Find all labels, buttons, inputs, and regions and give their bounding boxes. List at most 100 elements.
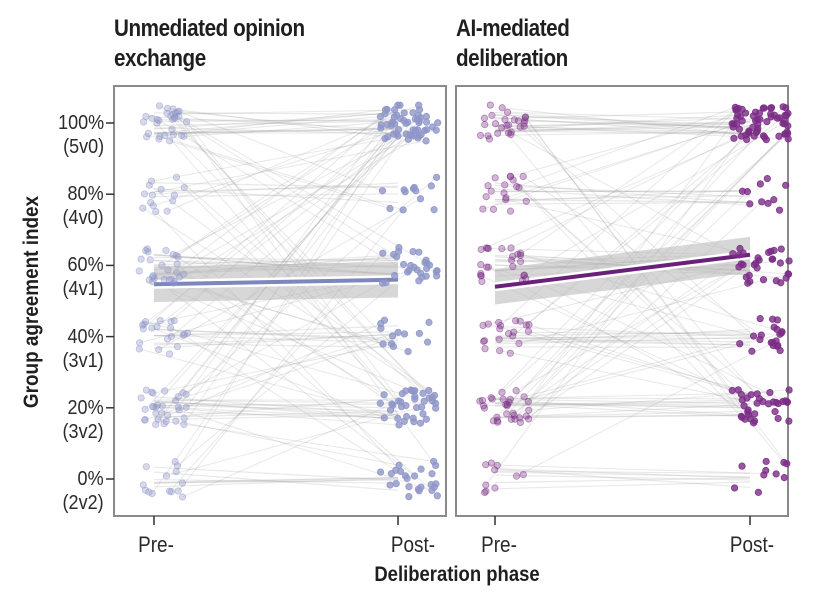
paired-line <box>178 409 433 491</box>
data-point-post <box>735 125 743 133</box>
data-point-pre <box>173 260 181 268</box>
data-point-post <box>389 342 397 351</box>
paired-line <box>494 114 751 127</box>
data-point-post <box>395 461 403 469</box>
paired-line <box>153 257 399 266</box>
data-point-post <box>398 390 406 398</box>
data-point-pre <box>479 321 487 330</box>
paired-line <box>153 182 399 195</box>
paired-line <box>151 115 419 494</box>
data-point-pre <box>136 339 144 347</box>
data-point-post <box>404 118 412 126</box>
data-point-pre <box>148 324 156 332</box>
paired-line <box>494 130 751 135</box>
paired-line <box>153 185 399 193</box>
data-point-pre <box>478 396 487 405</box>
y-tick-label-60: 60% (4v1) <box>62 254 104 301</box>
paired-line <box>494 398 751 416</box>
paired-line <box>494 403 751 409</box>
data-point-post <box>776 330 784 338</box>
paired-line <box>139 348 414 423</box>
data-point-post <box>386 481 394 489</box>
data-point-post <box>419 389 427 397</box>
panel-title-unmediated: Unmediated opinion exchange <box>114 15 305 72</box>
paired-line <box>153 127 399 135</box>
data-point-pre <box>516 251 525 259</box>
data-point-post <box>775 114 784 122</box>
data-point-post <box>777 245 785 253</box>
data-point-pre <box>161 387 169 395</box>
data-point-post <box>425 318 433 326</box>
paired-line <box>153 111 399 130</box>
paired-line <box>163 113 386 280</box>
data-point-post <box>422 137 430 145</box>
data-point-post <box>748 347 756 355</box>
data-point-pre <box>143 245 151 253</box>
paired-line <box>159 320 397 471</box>
paired-line <box>182 400 399 498</box>
paired-line <box>152 343 392 394</box>
data-point-post <box>410 418 418 426</box>
paired-line <box>153 111 399 134</box>
paired-line <box>153 413 399 421</box>
paired-line <box>494 111 751 130</box>
data-point-pre <box>517 257 525 266</box>
paired-line <box>153 403 399 407</box>
data-point-pre <box>496 321 505 330</box>
data-point-post <box>394 328 402 336</box>
data-point-pre <box>180 132 188 140</box>
data-point-post <box>772 398 780 407</box>
paired-line <box>494 398 751 405</box>
data-point-pre <box>488 395 496 403</box>
data-point-post <box>738 187 747 195</box>
paired-line <box>176 135 412 273</box>
data-point-pre <box>182 390 190 398</box>
data-point-post <box>770 196 778 204</box>
data-point-pre <box>174 393 182 401</box>
data-point-post <box>729 250 737 258</box>
data-point-post <box>739 249 747 257</box>
data-point-pre <box>516 418 524 427</box>
data-point-post <box>415 329 423 338</box>
x-tick-label-post-right: Post- <box>729 532 775 557</box>
data-point-post <box>432 480 440 488</box>
data-point-pre <box>477 272 485 280</box>
data-point-post <box>382 279 390 287</box>
data-point-post <box>417 114 425 122</box>
data-point-pre <box>141 405 149 413</box>
data-point-post <box>433 492 441 500</box>
data-point-pre <box>507 256 516 264</box>
data-point-post <box>377 324 385 332</box>
data-point-post <box>388 332 397 340</box>
data-point-post <box>743 135 751 144</box>
data-point-post <box>423 338 432 346</box>
data-point-post <box>744 406 752 414</box>
data-point-pre <box>502 196 510 204</box>
data-point-post <box>386 204 394 213</box>
x-tick-label-post-left: Post- <box>390 532 436 557</box>
data-point-post <box>728 386 736 395</box>
paired-line <box>153 118 399 122</box>
data-point-pre <box>150 274 158 282</box>
paired-line <box>523 275 788 403</box>
panel-title-ai-mediated: AI-mediated deliberation <box>456 15 570 72</box>
paired-line <box>502 107 747 136</box>
data-point-pre <box>180 420 188 429</box>
data-point-pre <box>152 208 160 216</box>
data-point-pre <box>476 131 485 140</box>
data-point-pre <box>147 177 156 185</box>
paired-line <box>515 264 744 392</box>
paired-line <box>528 389 790 411</box>
data-point-post <box>409 109 417 117</box>
data-point-pre <box>480 404 489 412</box>
data-point-pre <box>142 386 150 394</box>
paired-line <box>494 339 751 346</box>
data-point-pre <box>167 332 175 341</box>
paired-line <box>153 328 399 342</box>
data-point-post <box>736 340 744 348</box>
data-point-pre <box>522 275 530 283</box>
data-point-pre <box>180 183 188 192</box>
paired-line <box>161 124 388 266</box>
data-point-post <box>432 173 441 181</box>
data-point-post <box>391 271 399 280</box>
